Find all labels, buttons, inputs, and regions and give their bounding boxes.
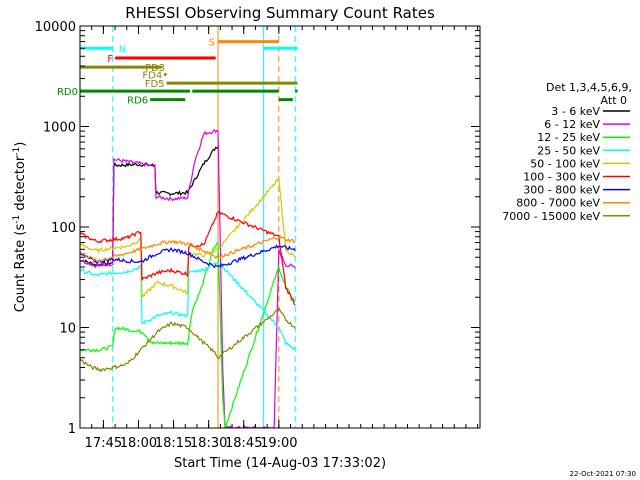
plot-frame [79,25,481,429]
y-axis-label: Count Rate (s-1 detector-1) [12,142,28,313]
series-line-0 [80,146,219,267]
y-label-sup1: -1 [12,215,22,224]
flag-label-rd0: RD0 [57,87,78,98]
series-line-3 [80,261,296,351]
flag-label-f: F [107,54,113,65]
series-line-5 [80,210,296,306]
flag-label-fd4: FD4 [142,70,162,81]
legend-label-2: 12 - 25 keV [537,131,600,144]
series-lines [80,128,296,428]
x-tick-label-2: 18:15 [155,436,192,451]
x-tick-label-4: 18:45 [225,436,262,451]
y-label-sup2: -1 [12,147,22,156]
legend-label-1: 6 - 12 keV [544,118,600,131]
x-tick-label-3: 18:30 [190,436,227,451]
render-timestamp: 22-Oct-2021 07:30 [570,470,636,478]
series-line-8 [80,306,296,373]
flag-label-s: S [209,38,215,49]
y-tick-label-2: 100 [51,221,76,236]
flag-label-rd6: RD6 [127,96,148,107]
flag-label-fd3: FD3 [145,63,165,74]
legend-header-line1: Det 1,3,4,5,6,9, [546,81,632,94]
legend-label-0: 3 - 6 keV [551,105,600,118]
series-line-4 [80,177,296,300]
x-tick-label-0: 17:45 [85,436,122,451]
legend-label-3: 25 - 50 keV [537,144,600,157]
y-label-end: ) [13,142,28,147]
legend-label-6: 300 - 800 keV [523,184,600,197]
legend-label-4: 50 - 100 keV [530,157,600,170]
series-line-1 [80,128,296,428]
chart-title: RHESSI Observing Summary Count Rates [125,4,435,22]
flag-label-fd5: FD5 [145,79,165,90]
y-tick-label-0: 1 [68,422,76,437]
x-tick-label-1: 18:00 [120,436,157,451]
y-tick-label-1: 10 [59,322,76,337]
y-axis-ticks: 1 10 100 1000 10000 [35,20,480,437]
x-tick-label-5: 19:00 [260,436,297,451]
flag-label-n: N [119,44,126,55]
legend-header-line2: Att 0 [601,94,627,107]
legend-label-5: 100 - 300 keV [523,171,600,184]
series-line-7 [80,234,296,263]
y-tick-label-3: 1000 [43,121,76,136]
y-label-mid: detector [13,155,28,215]
legend-label-7: 800 - 7000 keV [516,197,600,210]
y-label-main: Count Rate (s [13,224,28,313]
legend-label-8: 7000 - 15000 keV [502,210,600,223]
x-axis-label: Start Time (14-Aug-03 17:33:02) [174,456,386,471]
y-tick-label-4: 10000 [35,20,76,35]
series-line-2 [80,242,296,428]
series-line-6 [80,244,296,269]
